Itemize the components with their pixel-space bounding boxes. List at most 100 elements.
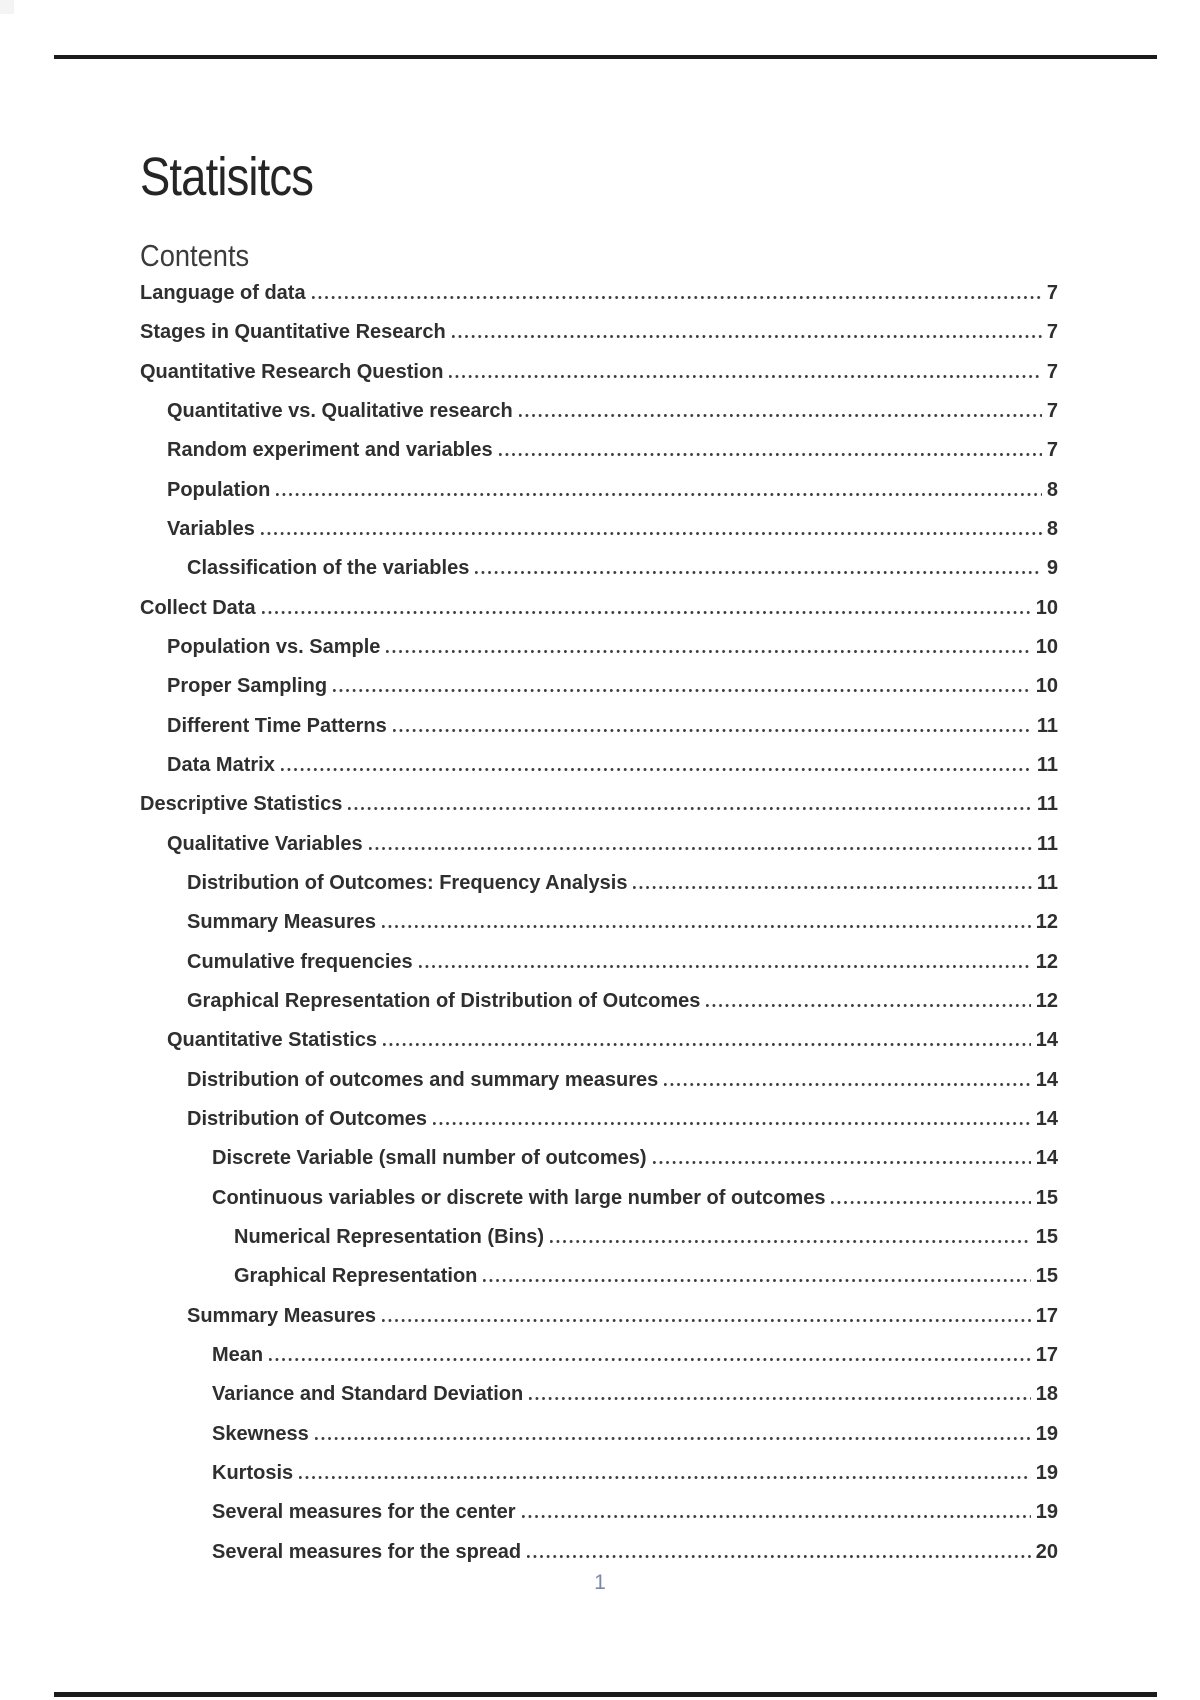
toc-leader-dots: [392, 728, 1032, 732]
toc-entry[interactable]: Continuous variables or discrete with la…: [140, 1186, 1058, 1225]
toc-entry[interactable]: Qualitative Variables 11: [140, 832, 1058, 871]
toc-entry-label: Different Time Patterns: [167, 714, 387, 737]
toc-entry[interactable]: Several measures for the spread 20: [140, 1540, 1058, 1579]
contents-heading: Contents: [140, 238, 250, 273]
toc-entry[interactable]: Summary Measures 12: [140, 910, 1058, 949]
toc-entry-label: Graphical Representation of Distribution…: [187, 989, 701, 1012]
toc-entry[interactable]: Quantitative Research Question 7: [140, 360, 1058, 399]
toc-entry-page: 11: [1036, 871, 1058, 894]
toc-entry-page: 7: [1046, 321, 1058, 344]
toc-leader-dots: [299, 1475, 1031, 1479]
toc-entry-page: 8: [1046, 517, 1058, 540]
toc-entry-label: Discrete Variable (small number of outco…: [212, 1147, 647, 1170]
toc-leader-dots: [418, 964, 1031, 968]
toc-entry-page: 17: [1035, 1343, 1058, 1366]
toc-leader-dots: [433, 1121, 1031, 1125]
toc-entry[interactable]: Quantitative vs. Qualitative research 7: [140, 399, 1058, 438]
toc-entry-label: Language of data: [140, 282, 306, 304]
toc-entry-page: 8: [1046, 478, 1058, 501]
toc-entry[interactable]: Proper Sampling 10: [140, 674, 1058, 713]
toc-entry-label: Summary Measures: [187, 1304, 376, 1327]
toc-entry-page: 7: [1046, 282, 1058, 304]
document-title: Statisitcs: [140, 147, 314, 207]
toc-leader-dots: [633, 885, 1032, 889]
toc-entry-page: 11: [1036, 753, 1058, 776]
toc-entry[interactable]: Graphical Representation of Distribution…: [140, 989, 1058, 1028]
toc-entry-page: 18: [1035, 1383, 1058, 1406]
toc-leader-dots: [383, 1043, 1031, 1047]
toc-entry-label: Several measures for the spread: [212, 1540, 522, 1563]
toc-entry[interactable]: Different Time Patterns 11: [140, 714, 1058, 753]
bottom-horizontal-rule: [54, 1692, 1157, 1697]
toc-leader-dots: [831, 1200, 1031, 1204]
toc-entry[interactable]: Descriptive Statistics 11: [140, 792, 1058, 831]
toc-entry[interactable]: Numerical Representation (Bins) 15: [140, 1225, 1058, 1264]
toc-entry-page: 7: [1046, 399, 1058, 422]
toc-entry[interactable]: Classification of the variables 9: [140, 556, 1058, 595]
toc-entry-page: 11: [1036, 714, 1058, 737]
toc-leader-dots: [451, 335, 1042, 339]
toc-entry-label: Quantitative Research Question: [140, 360, 444, 383]
toc-entry-page: 19: [1035, 1501, 1058, 1524]
top-horizontal-rule: [54, 55, 1157, 59]
toc-leader-dots: [449, 374, 1042, 378]
toc-entry-page: 12: [1035, 989, 1058, 1012]
toc-entry-label: Mean: [212, 1343, 264, 1366]
toc-entry[interactable]: Skewness 19: [140, 1422, 1058, 1461]
toc-entry-page: 11: [1036, 832, 1058, 855]
toc-entry[interactable]: Language of data 7: [140, 281, 1058, 320]
toc-leader-dots: [261, 610, 1031, 614]
toc-leader-dots: [529, 1397, 1031, 1401]
toc-entry[interactable]: Kurtosis 19: [140, 1461, 1058, 1500]
toc-entry[interactable]: Several measures for the center 19: [140, 1500, 1058, 1539]
toc-entry[interactable]: Discrete Variable (small number of outco…: [140, 1146, 1058, 1185]
toc-entry[interactable]: Random experiment and variables 7: [140, 438, 1058, 477]
toc-entry-page: 7: [1046, 439, 1058, 462]
toc-leader-dots: [381, 1318, 1031, 1322]
toc-entry[interactable]: Summary Measures 17: [140, 1304, 1058, 1343]
toc-entry-label: Kurtosis: [212, 1461, 294, 1484]
toc-leader-dots: [381, 925, 1031, 929]
toc-leader-dots: [269, 1357, 1031, 1361]
toc-entry[interactable]: Stages in Quantitative Research 7: [140, 320, 1058, 359]
toc-leader-dots: [518, 413, 1042, 417]
toc-leader-dots: [348, 807, 1032, 811]
toc-entry-page: 7: [1046, 360, 1058, 383]
toc-leader-dots: [276, 492, 1042, 496]
toc-entry[interactable]: Distribution of Outcomes: Frequency Anal…: [140, 871, 1058, 910]
toc-entry[interactable]: Data Matrix 11: [140, 753, 1058, 792]
toc-entry-page: 20: [1035, 1540, 1058, 1563]
toc-leader-dots: [311, 296, 1042, 299]
toc-entry-page: 10: [1035, 596, 1058, 619]
toc-entry[interactable]: Cumulative frequencies 12: [140, 950, 1058, 989]
toc-entry[interactable]: Variance and Standard Deviation 18: [140, 1382, 1058, 1421]
toc-entry-page: 17: [1035, 1304, 1058, 1327]
toc-entry-page: 15: [1035, 1186, 1058, 1209]
toc-entry-page: 15: [1035, 1225, 1058, 1248]
toc-entry[interactable]: Graphical Representation 15: [140, 1264, 1058, 1303]
toc-entry[interactable]: Mean 17: [140, 1343, 1058, 1382]
toc-entry[interactable]: Quantitative Statistics 14: [140, 1028, 1058, 1067]
toc-leader-dots: [550, 1239, 1031, 1243]
toc-leader-dots: [368, 846, 1032, 850]
toc-entry-page: 9: [1046, 557, 1058, 580]
toc-entry-label: Skewness: [212, 1422, 309, 1445]
toc-entry-page: 14: [1035, 1029, 1058, 1052]
toc-entry[interactable]: Variables 8: [140, 517, 1058, 556]
toc-entry[interactable]: Population 8: [140, 478, 1058, 517]
toc-entry-page: 12: [1035, 911, 1058, 934]
toc-entry-page: 12: [1035, 950, 1058, 973]
toc-entry[interactable]: Population vs. Sample 10: [140, 635, 1058, 674]
toc-entry-label: Distribution of outcomes and summary mea…: [187, 1068, 659, 1091]
table-of-contents: Language of data 7 Stages in Quantitativ…: [140, 281, 1058, 1579]
toc-entry-page: 14: [1035, 1068, 1058, 1091]
toc-entry[interactable]: Distribution of Outcomes 14: [140, 1107, 1058, 1146]
toc-leader-dots: [521, 1515, 1031, 1519]
toc-entry[interactable]: Distribution of outcomes and summary mea…: [140, 1068, 1058, 1107]
toc-entry-label: Distribution of Outcomes: Frequency Anal…: [187, 871, 628, 894]
toc-entry-page: 10: [1035, 675, 1058, 698]
toc-leader-dots: [475, 571, 1042, 575]
toc-entry-label: Several measures for the center: [212, 1501, 516, 1524]
toc-leader-dots: [483, 1279, 1031, 1283]
toc-entry[interactable]: Collect Data 10: [140, 596, 1058, 635]
